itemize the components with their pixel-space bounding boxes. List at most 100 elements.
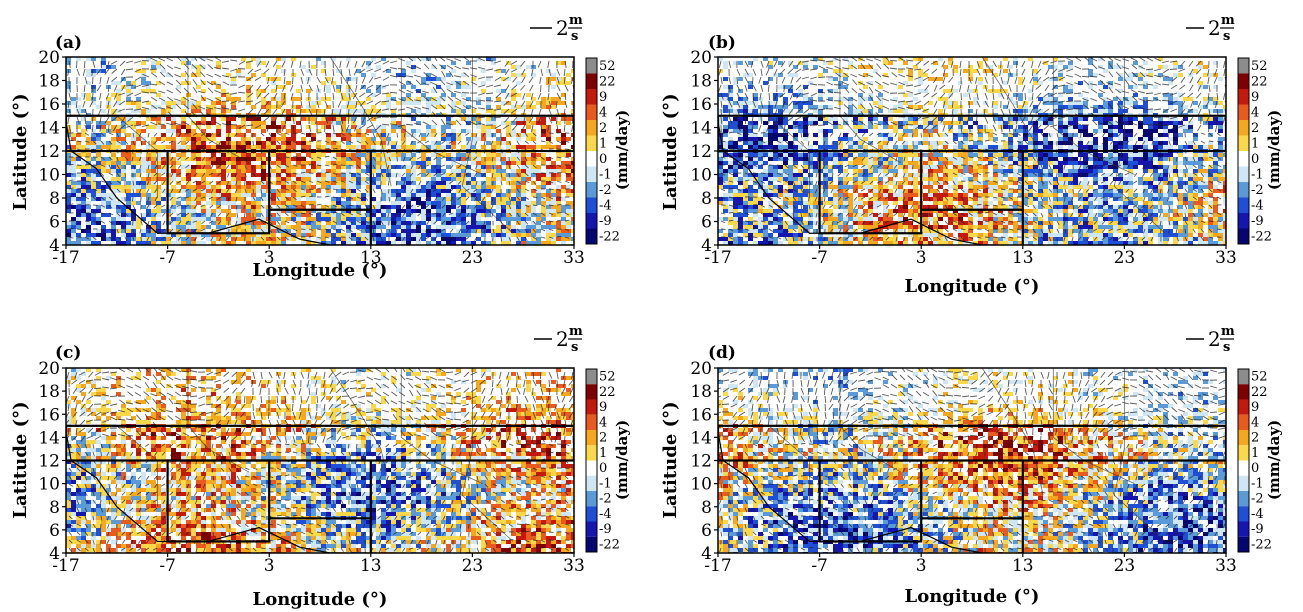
y-tick-label: 16 [38,405,60,425]
colorbar-segment [586,166,597,182]
x-tick-label: -7 [159,556,176,576]
y-tick-label: 10 [38,166,60,186]
colorbar-tick-label: 0 [599,461,607,476]
colorbar-tick-label: 52 [1251,59,1268,74]
x-axis-label: Longitude (°) [905,586,1040,607]
colorbar-tick-label: -1 [599,476,612,491]
y-tick-label: 12 [38,142,60,162]
colorbar-segment [1238,399,1249,415]
colorbar-tick-label: 52 [599,59,616,74]
colorbar-segment [1238,536,1249,552]
y-axis-label: Latitude (°) [660,93,681,210]
sahel-band-box [718,424,1226,462]
y-tick-label: 16 [690,95,712,115]
y-tick-label: 8 [49,189,60,209]
x-tick-label: 3 [916,248,927,268]
colorbar-tick-label: 2 [599,121,607,136]
x-tick-label: 33 [1215,556,1237,576]
colorbar-tick-label: -1 [1251,167,1264,182]
colorbar-segment [586,521,597,537]
y-tick-label: 12 [690,142,712,162]
sahel-band-box [66,424,574,462]
colorbar-segment [586,491,597,507]
colorbar-segment [1238,120,1249,136]
colorbar-tick-label: 22 [599,74,616,89]
x-tick-label: -17 [704,248,731,268]
y-tick-label: 6 [49,521,60,541]
x-tick-label: -17 [52,556,79,576]
colorbar-segment [586,151,597,167]
wind-unit-numerator: m [1221,13,1235,28]
panel-label: (c) [55,343,81,363]
colorbar-segment [1238,135,1249,151]
colorbar-tick-label: 1 [1251,446,1259,461]
y-tick-label: 18 [38,72,60,92]
map-area [65,56,575,246]
colorbar-tick-label: 2 [599,431,607,446]
wind-unit-numerator: m [569,13,583,28]
colorbar-tick-label: -2 [1251,492,1264,507]
colorbar-segment [1238,213,1249,229]
colorbar-tick-label: -1 [1251,476,1264,491]
colorbar-segment [586,213,597,229]
colorbar-label: (mm/day) [1265,420,1283,500]
x-tick-label: 23 [1114,556,1136,576]
panel-label: (b) [708,33,736,53]
colorbar-segment [586,460,597,476]
wind-unit-denominator: s [571,340,578,355]
x-axis-label: Longitude (°) [253,260,388,281]
x-tick-label: 33 [563,248,585,268]
x-tick-label: 13 [360,248,382,268]
sahel-band-box [66,114,574,153]
y-tick-label: 4 [701,236,712,256]
colorbar-segment [586,384,597,400]
colorbar-segment [1238,197,1249,213]
central-region-box [269,460,372,553]
colorbar-tick-label: 4 [599,105,607,120]
colorbar-label: (mm/day) [613,420,631,500]
colorbar-segment [586,369,597,385]
colorbar-segment [586,228,597,244]
y-tick-label: 12 [690,452,712,472]
colorbar-tick-label: -22 [1251,537,1272,552]
colorbar-tick-label: 22 [599,385,616,400]
colorbar-frame [1237,368,1250,553]
y-tick-label: 8 [701,189,712,209]
colorbar-segment [586,414,597,430]
colorbar-tick-label: -22 [1251,229,1272,244]
x-tick-label: 3 [264,248,275,268]
wind-reference-value: 2 [1208,327,1221,351]
colorbar-segment [586,445,597,461]
map-area [717,367,1227,554]
colorbar-label: (mm/day) [613,110,631,190]
x-tick-label: 3 [264,556,275,576]
colorbar-tick-label: 4 [1251,105,1259,120]
y-tick-label: 20 [690,359,712,379]
colorbar-tick-label: 2 [1251,121,1259,136]
colorbar-tick-label: -4 [599,198,612,213]
wind-unit-numerator: m [1221,324,1235,339]
x-tick-label: 13 [1012,248,1034,268]
map-area [717,56,1227,246]
x-tick-label: 23 [462,248,484,268]
colorbar-tick-label: -9 [599,214,612,229]
study-region-boxes [718,424,1226,553]
colorbar-tick-label: -22 [599,229,620,244]
colorbar-tick-label: 9 [1251,400,1259,415]
y-axis: 20 18 16 14 12 10 8 6 4 [690,359,718,564]
x-axis: -17 -7 3 13 23 33 [704,553,1237,576]
colorbar-tick-label: -9 [599,522,612,537]
colorbar-segment [1238,506,1249,522]
x-axis: -17 -7 3 13 23 33 [704,245,1237,268]
y-tick-label: 14 [38,119,60,139]
y-tick-label: 6 [701,213,712,233]
colorbar-tick-label: 9 [599,90,607,105]
colorbar-segment [586,104,597,120]
precip-field [718,368,1226,553]
colorbar-tick-label: 9 [1251,90,1259,105]
colorbar-segment [586,399,597,415]
west-region-box [818,459,923,543]
colorbar-segment [586,536,597,552]
